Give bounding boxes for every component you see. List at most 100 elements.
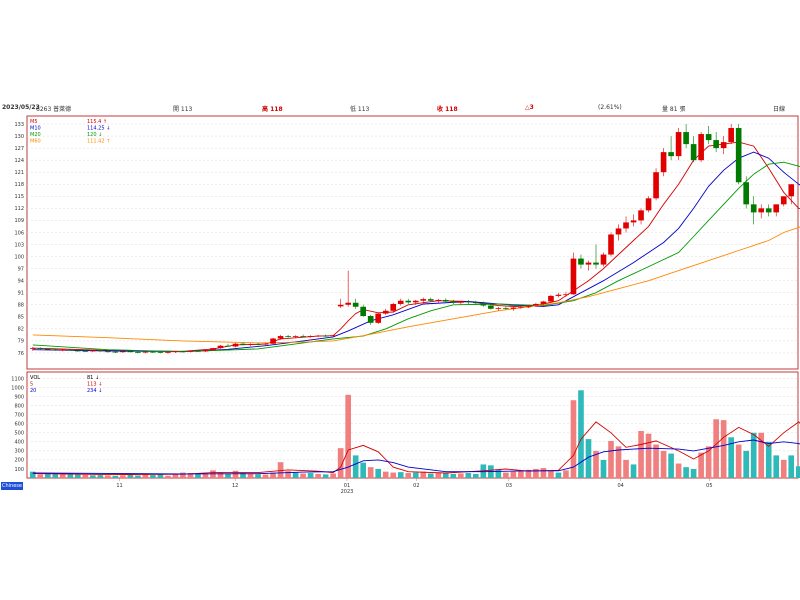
price-legend-value: 114.25 ↓	[87, 126, 110, 132]
candle-body	[82, 350, 89, 352]
candle-body	[67, 349, 74, 351]
candle-body	[690, 144, 697, 161]
volume-bar	[420, 471, 427, 478]
volume-bar	[578, 390, 584, 478]
volume-legend-value: 113 ↓	[87, 382, 102, 388]
candle-body	[480, 303, 487, 306]
volume-bar	[435, 473, 442, 478]
volume-bar	[765, 441, 772, 478]
price-tick-label: 88	[18, 303, 24, 309]
price-tick-label: 130	[14, 134, 24, 140]
price-tick-label: 109	[14, 218, 24, 224]
candle-body	[510, 307, 517, 309]
price-tick-label: 124	[14, 158, 24, 164]
volume-bar	[735, 444, 742, 478]
volume-bar	[375, 468, 382, 478]
candle-body	[623, 222, 629, 229]
candle-body	[157, 352, 164, 353]
candle-body	[397, 300, 404, 304]
volume-bar	[59, 473, 66, 478]
volume-bar	[135, 475, 141, 478]
volume-bar	[322, 474, 329, 478]
candle-body	[615, 228, 622, 235]
volume-bar	[390, 472, 397, 478]
volume-bar	[728, 437, 734, 478]
candle-body	[600, 254, 607, 265]
volume-bar	[412, 472, 419, 478]
volume-bar	[495, 469, 502, 478]
candle-body	[540, 301, 547, 304]
price-tick-label: 94	[18, 278, 24, 284]
volume-bar	[713, 419, 719, 478]
volume-bar	[645, 433, 652, 478]
volume-bar	[90, 475, 96, 478]
candle-body	[180, 351, 186, 353]
candle-body	[645, 198, 652, 211]
volume-bar	[518, 470, 524, 478]
volume-bar	[615, 446, 622, 478]
candle-body	[653, 172, 659, 199]
volume-bar	[473, 473, 479, 478]
candle-body	[427, 299, 434, 301]
candle-body	[120, 351, 126, 353]
price-tick-label: 91	[18, 291, 24, 297]
high-label: 高 118	[262, 106, 283, 113]
candle-body	[473, 302, 479, 304]
candle-body	[97, 350, 104, 352]
volume-bar	[623, 459, 629, 478]
price-tick-label: 103	[14, 242, 24, 248]
volume-tick-label: 500	[14, 431, 24, 437]
volume-bar	[307, 473, 314, 478]
volume-bar	[247, 473, 254, 478]
candle-body	[503, 307, 509, 309]
volume-bar	[795, 466, 800, 478]
volume-bar	[750, 432, 757, 478]
info-bar: 2023/05/23 6263 普萊德 開 113 高 118 低 113 收 …	[0, 101, 800, 115]
candle-body	[337, 304, 344, 307]
candle-body	[390, 303, 397, 311]
price-legend-value: 120 ↓	[87, 132, 102, 138]
volume-label: 量 81 張	[662, 106, 686, 113]
volume-tick-label: 900	[14, 394, 24, 400]
candle-body	[525, 305, 532, 307]
volume-bar	[758, 432, 765, 478]
candle-body	[165, 352, 171, 353]
candle-body	[713, 140, 719, 149]
price-tick-label: 121	[14, 170, 24, 176]
volume-tick-label: 1100	[11, 376, 24, 382]
x-tick-label: 04	[617, 483, 623, 489]
volume-bar	[548, 470, 554, 478]
volume-bar	[74, 474, 81, 478]
volume-bar	[29, 471, 36, 478]
volume-bar	[180, 472, 186, 478]
candle-body	[683, 132, 689, 145]
candle-body	[112, 351, 119, 353]
volume-bar	[52, 473, 59, 478]
price-tick-label: 100	[14, 254, 24, 260]
candle-body	[668, 152, 674, 157]
language-badge[interactable]: Chinese	[1, 482, 23, 490]
candle-body	[172, 351, 179, 353]
candle-body	[210, 348, 216, 351]
volume-bar	[367, 467, 374, 478]
volume-bar	[585, 439, 592, 478]
candle-body	[570, 258, 577, 295]
volume-bar	[337, 448, 344, 478]
candle-body	[585, 262, 592, 265]
volume-bar	[157, 473, 164, 478]
volume-ma-line-20	[32, 439, 800, 475]
volume-bar	[630, 464, 637, 478]
volume-bar	[150, 475, 156, 478]
candle-body	[788, 184, 795, 197]
candle-body	[74, 350, 81, 352]
volume-tick-label: 800	[14, 403, 24, 409]
candle-body	[780, 196, 787, 205]
candle-body	[375, 313, 382, 323]
candle-body	[307, 336, 314, 337]
candle-body	[420, 299, 427, 301]
candle-body	[405, 300, 412, 303]
volume-bar	[405, 473, 412, 478]
volume-bar	[300, 473, 306, 478]
candle-body	[29, 348, 36, 349]
price-legend-name: M5	[30, 119, 38, 125]
